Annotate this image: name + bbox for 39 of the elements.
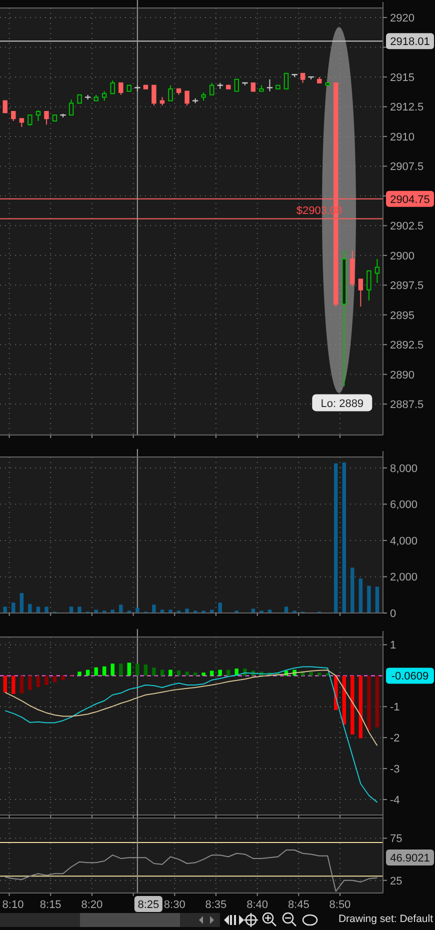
y-tick-label: 2892.5 [390,340,424,352]
y-tick-label: 2910 [390,131,414,144]
y-tick-label: 2900 [390,250,414,262]
x-tick-label: 8:10 [2,899,24,911]
ref-line-label: 2918.01 [390,36,430,48]
y-tick-label: 75 [390,833,402,846]
y-tick-label: 0 [390,608,396,620]
text: 46.9021 [390,852,430,864]
text: -0.0609 [391,670,429,683]
y-tick-label: 4,000 [390,535,418,548]
y-tick-label: 2897.5 [390,280,424,292]
y-tick-label: 2902.5 [390,220,424,233]
y-tick-label: -2 [390,732,400,745]
annotation: Lo: 2889 [320,398,364,410]
y-tick-label: 6,000 [390,499,418,512]
y-tick-label: 2890 [390,369,414,382]
x-tick-label: 8:40 [246,899,268,911]
x-tick-label: 8:45 [288,899,310,911]
y-tick-label: 2915 [390,72,414,84]
y-tick-label: 25 [390,875,402,888]
y-tick-label: 1 [390,640,396,652]
x-tick-label: 8:15 [40,899,62,911]
y-tick-label: -1 [390,702,400,714]
text: Drawing set: Default [338,913,434,925]
y-tick-label: 2920 [390,12,414,25]
y-tick-label: 2907.5 [390,161,424,174]
y-tick-label: 2887.5 [390,399,424,412]
y-tick-label: 2,000 [390,572,418,584]
ref-line-label: 8:25 [138,899,160,911]
y-tick-label: 8,000 [390,462,418,475]
y-tick-label: 2895 [390,310,414,322]
y-tick-label: -3 [390,764,400,776]
x-tick-label: 8:50 [329,899,351,911]
x-tick-label: 8:30 [164,899,186,911]
ref-line-label: 2904.75 [390,194,430,206]
x-tick-label: 8:35 [205,899,227,911]
y-tick-label: 2912.5 [390,102,424,114]
x-tick-label: 8:20 [81,899,103,911]
y-tick-label: -4 [390,794,400,807]
